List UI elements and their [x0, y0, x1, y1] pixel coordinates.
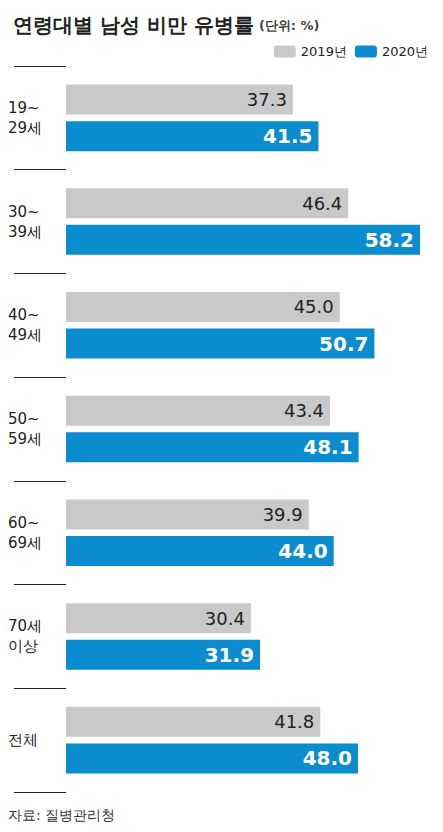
svg-text:69세: 69세 — [8, 534, 42, 552]
svg-text:이상: 이상 — [8, 637, 38, 655]
svg-text:44.0: 44.0 — [278, 539, 327, 563]
svg-text:58.2: 58.2 — [365, 228, 414, 252]
svg-text:45.0: 45.0 — [294, 296, 334, 317]
svg-text:48.0: 48.0 — [303, 746, 352, 770]
svg-text:70세: 70세 — [8, 617, 42, 635]
svg-text:50~: 50~ — [8, 410, 40, 428]
svg-text:59세: 59세 — [8, 430, 42, 448]
svg-text:40~: 40~ — [8, 306, 40, 324]
svg-text:자료: 질병관리청: 자료: 질병관리청 — [8, 807, 115, 823]
svg-text:30.4: 30.4 — [205, 608, 245, 629]
svg-text:(단위: %): (단위: %) — [259, 18, 320, 33]
svg-text:2020년: 2020년 — [382, 44, 428, 59]
svg-text:50.7: 50.7 — [319, 332, 368, 356]
svg-text:37.3: 37.3 — [247, 89, 287, 110]
svg-text:41.8: 41.8 — [274, 711, 314, 732]
svg-text:30~: 30~ — [8, 203, 40, 221]
svg-text:39.9: 39.9 — [263, 504, 303, 525]
svg-text:31.9: 31.9 — [205, 643, 254, 667]
svg-text:전체: 전체 — [8, 731, 38, 749]
svg-text:39세: 39세 — [8, 223, 42, 241]
svg-text:29세: 29세 — [8, 119, 42, 137]
svg-text:48.1: 48.1 — [303, 435, 352, 459]
svg-text:연령대별 남성 비만 유병률: 연령대별 남성 비만 유병률 — [13, 13, 254, 37]
svg-text:41.5: 41.5 — [263, 124, 312, 148]
svg-text:19~: 19~ — [8, 99, 40, 117]
svg-text:46.4: 46.4 — [302, 193, 342, 214]
svg-text:43.4: 43.4 — [284, 400, 324, 421]
svg-text:2019년: 2019년 — [301, 44, 347, 59]
svg-text:60~: 60~ — [8, 514, 40, 532]
svg-text:49세: 49세 — [8, 326, 42, 344]
